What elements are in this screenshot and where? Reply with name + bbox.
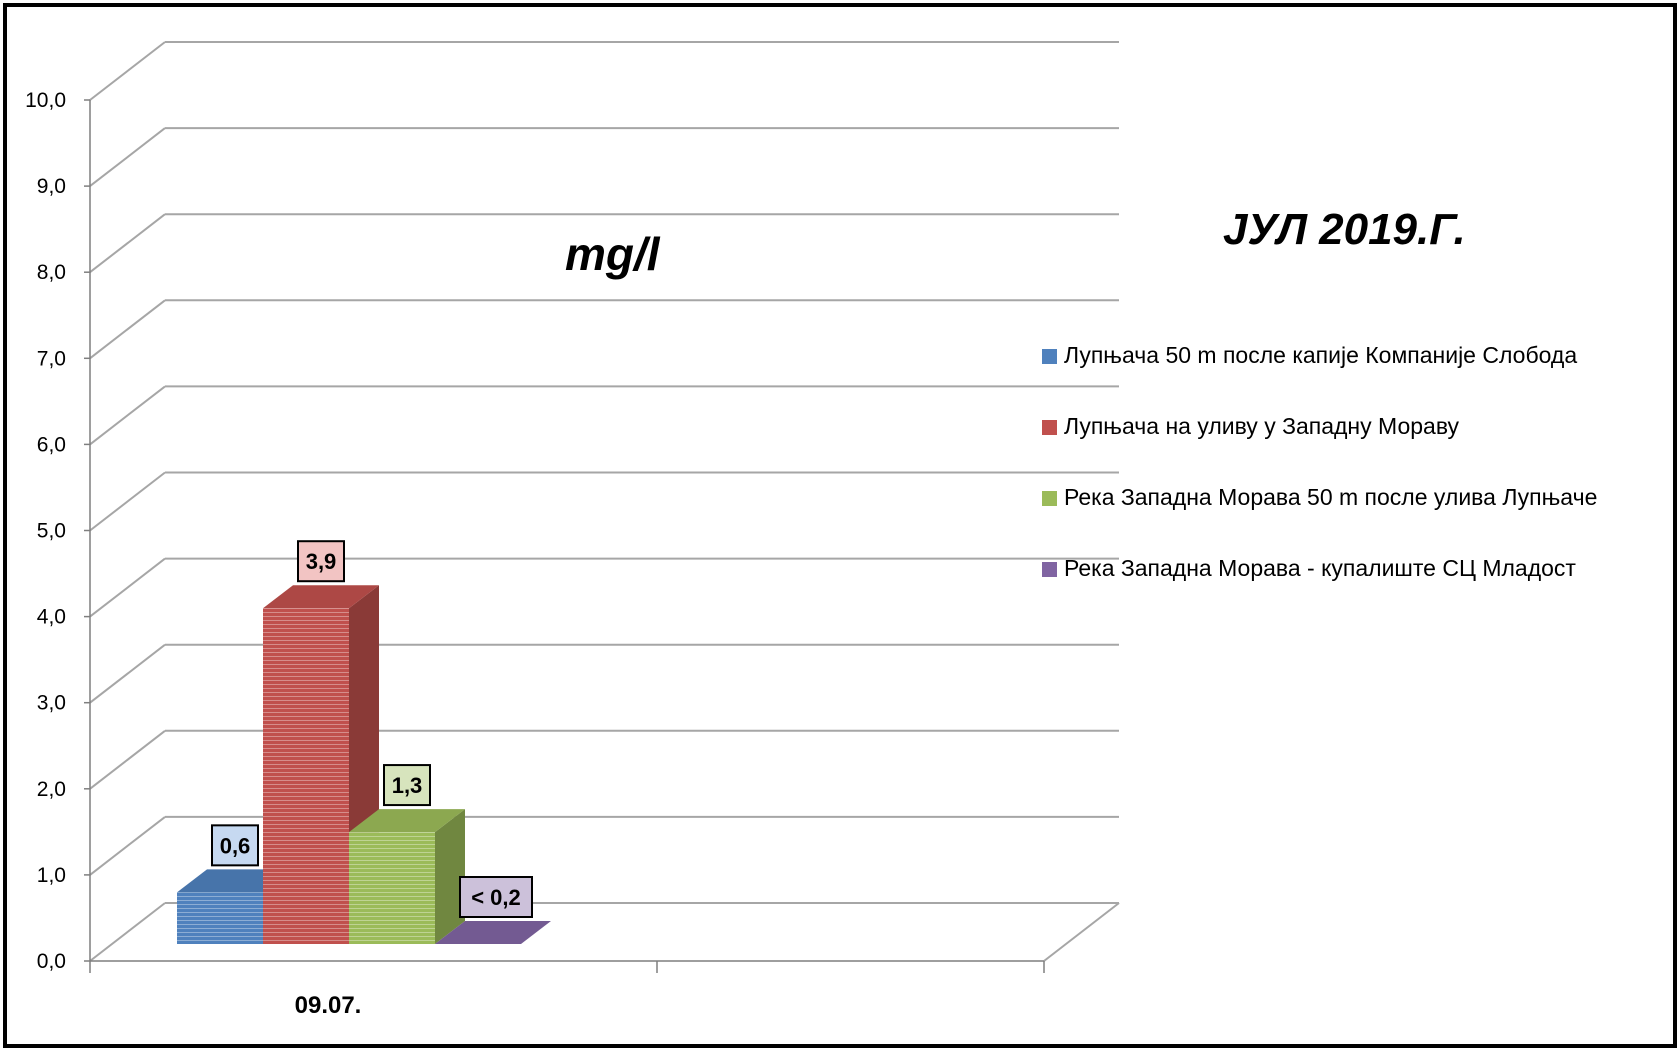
axes: 0,0 1,0 2,0 3,0 4,0 5,0 6,0 7,0 8,0 9,0 10,0 09.07. <box>25 89 1120 1019</box>
bar-3 <box>349 809 465 944</box>
bar-side <box>435 809 465 944</box>
legend-label: Река Западна Морава - купалиште СЦ Младо… <box>1064 555 1576 581</box>
legend-item: Лупњача на уливу у Западну Мораву <box>1042 413 1460 439</box>
gridline-diagonal <box>89 643 166 704</box>
y-tick-label: 10,0 <box>25 89 66 112</box>
bar-4 <box>435 921 551 944</box>
data-label-1: 0,6 <box>211 824 259 867</box>
y-tick-label: 7,0 <box>37 347 66 370</box>
legend-swatch <box>1042 562 1057 577</box>
data-label-box <box>211 824 259 867</box>
gridline-diagonal <box>89 730 166 790</box>
gridline-diagonal <box>89 557 166 618</box>
y-tick-label: 3,0 <box>37 692 66 715</box>
gridline-diagonal <box>89 385 166 446</box>
legend-label: Лупњача на уливу у Западну Мораву <box>1064 413 1460 439</box>
data-label-4: < 0,2 <box>459 876 533 918</box>
gridline-diagonal <box>89 41 166 101</box>
legend-label: Лупњача 50 m после капије Компаније Слоб… <box>1064 342 1577 368</box>
bar-top <box>349 809 465 833</box>
bars <box>177 585 551 944</box>
bar-top <box>435 921 551 944</box>
y-tick-label: 8,0 <box>37 261 66 284</box>
data-labels: 0,6 3,9 1,3 < 0,2 <box>211 540 533 918</box>
legend-swatch <box>1042 491 1057 506</box>
bar-front <box>349 832 435 944</box>
data-label-text: 1,3 <box>392 773 423 798</box>
gridlines <box>89 41 1119 962</box>
y-tick-label: 0,0 <box>37 950 66 973</box>
legend-swatch <box>1042 420 1057 435</box>
floor-edge <box>1043 902 1120 962</box>
legend-swatch <box>1042 349 1057 364</box>
gridline-diagonal <box>89 471 166 532</box>
data-label-text: 0,6 <box>220 833 251 858</box>
data-label-2: 3,9 <box>297 540 345 583</box>
gridline-diagonal <box>89 816 166 876</box>
legend-item: Река Западна Морава 50 m после улива Луп… <box>1042 484 1597 510</box>
y-tick-label: 5,0 <box>37 520 66 543</box>
y-tick-label: 4,0 <box>37 606 66 629</box>
bar-front <box>263 608 349 944</box>
y-tick-label: 9,0 <box>37 175 66 198</box>
legend-item: Река Западна Морава - купалиште СЦ Младо… <box>1042 555 1576 581</box>
gridline-diagonal <box>89 902 166 962</box>
data-label-box <box>459 876 533 918</box>
gridline-diagonal <box>89 127 166 187</box>
bar-top <box>263 585 379 609</box>
y-tick-label: 2,0 <box>37 778 66 801</box>
data-label-3: 1,3 <box>383 764 431 807</box>
unit-label: mg/l <box>565 228 661 280</box>
legend: Лупњача 50 m после капије Компаније Слоб… <box>1042 342 1597 581</box>
data-label-box <box>297 540 345 583</box>
bar-front <box>177 892 263 944</box>
data-label-box <box>383 764 431 807</box>
gridline-diagonal <box>89 213 166 273</box>
chart-title: ЈУЛ 2019.Г. <box>1223 205 1466 254</box>
gridline-diagonal <box>89 299 166 360</box>
x-tick-label: 09.07. <box>295 992 362 1019</box>
data-label-text: < 0,2 <box>471 885 521 910</box>
y-tick-label: 6,0 <box>37 433 66 456</box>
legend-item: Лупњача 50 m после капије Компаније Слоб… <box>1042 342 1577 368</box>
data-label-text: 3,9 <box>306 549 337 574</box>
legend-label: Река Западна Морава 50 m после улива Луп… <box>1064 484 1597 510</box>
y-tick-label: 1,0 <box>37 864 66 887</box>
